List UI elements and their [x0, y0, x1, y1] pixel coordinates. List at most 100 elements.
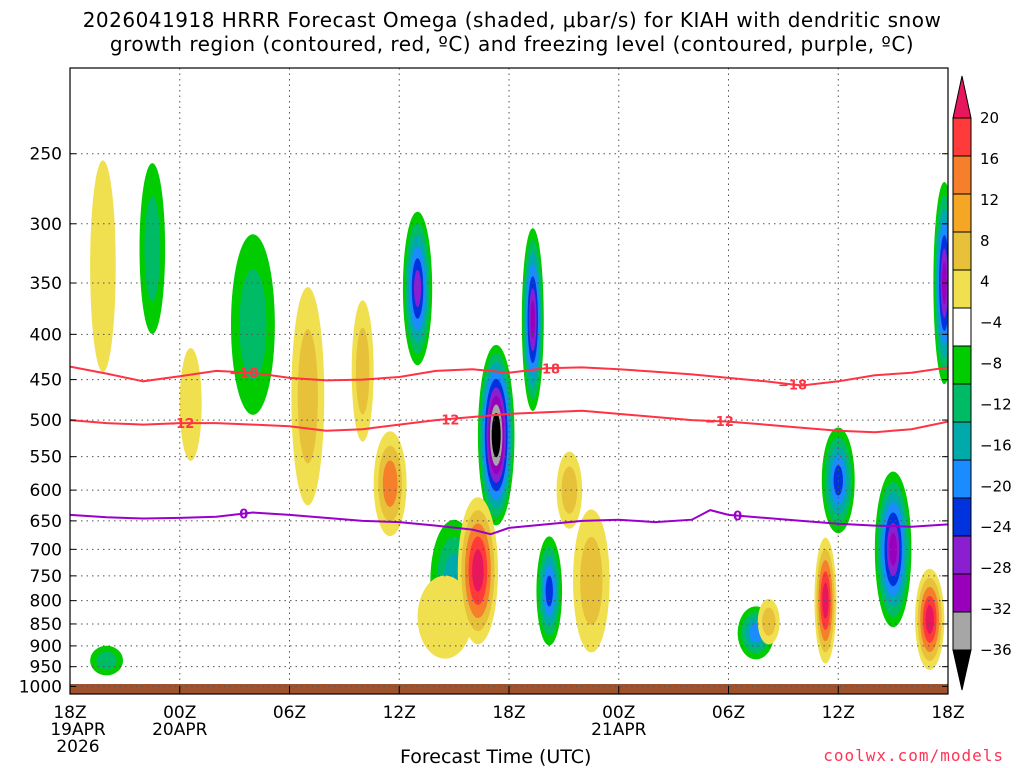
colorbar-label: −4: [980, 314, 1002, 332]
omega-feature-descent: [351, 300, 374, 442]
colorbar-max-triangle: [952, 75, 972, 119]
omega-feature-descent: [915, 568, 945, 671]
y-tick-label: 700: [30, 540, 62, 560]
omega-feature-descent: [814, 537, 837, 664]
colorbar-label: −32: [980, 600, 1012, 618]
colorbar-label: −12: [980, 395, 1012, 413]
contour-label: −12: [705, 415, 734, 430]
omega-band: [417, 575, 473, 659]
omega-shaded-field: [90, 160, 948, 676]
omega-feature-ascent: [874, 471, 912, 628]
colorbar-swatch: [952, 421, 972, 461]
omega-band: [545, 575, 553, 607]
y-tick-label: 650: [30, 512, 62, 532]
omega-band: [382, 460, 398, 507]
contour-label: 0: [733, 510, 742, 525]
colorbar-label: −24: [980, 518, 1012, 536]
omega-band: [355, 327, 370, 415]
omega-feature-descent: [417, 575, 473, 659]
omega-band: [90, 160, 116, 373]
omega-band: [833, 465, 843, 496]
y-tick-label: 550: [30, 448, 62, 468]
omega-feature-descent: [556, 451, 583, 529]
colorbar-swatch: [952, 117, 972, 157]
colorbar-min-triangle: [952, 649, 972, 691]
y-tick-label: 950: [30, 658, 62, 678]
omega-band: [925, 604, 934, 634]
colorbar-label: 8: [980, 232, 990, 250]
y-tick-label: 400: [30, 325, 62, 345]
y-tick-label: 750: [30, 567, 62, 587]
omega-band: [144, 196, 161, 302]
omega-feature-ascent: [230, 234, 275, 415]
colorbar-label: 20: [980, 109, 999, 127]
contour-line: [70, 365, 948, 387]
x-tick-label: 06Z: [712, 703, 745, 723]
y-tick-label: 450: [30, 371, 62, 391]
omega-feature-ascent: [90, 645, 124, 676]
y-tick-label: 500: [30, 411, 62, 431]
colorbar-swatch: [952, 307, 972, 347]
colorbar-label: 16: [980, 150, 999, 168]
omega-band: [822, 582, 829, 619]
x-tick-label: 18Z: [931, 703, 964, 723]
omega-band: [889, 532, 897, 566]
contour-label: −18: [229, 366, 258, 381]
omega-feature-ascent: [402, 211, 433, 366]
colorbar-label: −16: [980, 436, 1012, 454]
omega-band: [561, 466, 578, 514]
temperature-contours: −18 −18 −18 −12 −12 −12 0 0: [70, 362, 948, 536]
colorbar-label: 12: [980, 191, 999, 209]
omega-feature-descent: [373, 431, 407, 537]
colorbar-swatch: [952, 459, 972, 499]
colorbar-label: −36: [980, 641, 1012, 659]
omega-feature-descent: [457, 497, 499, 645]
colorbar-label: 4: [980, 273, 990, 291]
omega-band: [297, 329, 318, 464]
y-tick-label: 800: [30, 592, 62, 612]
x-tick-label: 00Z: [163, 703, 196, 723]
contour-line: [70, 409, 948, 434]
omega-band: [239, 269, 267, 381]
omega-feature-ascent: [477, 344, 515, 526]
contour-label: −18: [778, 378, 807, 393]
omega-feature-ascent: [536, 536, 563, 646]
x-tick-label: 00Z: [602, 703, 635, 723]
omega-feature-descent: [291, 287, 325, 506]
x-tick-label: 19APR: [50, 720, 106, 740]
colorbar-swatch: [952, 497, 972, 537]
y-tick-label: 900: [30, 637, 62, 657]
colorbar-swatch: [952, 231, 972, 271]
contour-label: 0: [239, 508, 248, 523]
omega-band: [493, 421, 499, 449]
contour-label: −18: [531, 362, 560, 377]
x-tick-label: 12Z: [822, 703, 855, 723]
colorbar-swatch: [952, 573, 972, 613]
colorbar-label: −28: [980, 559, 1012, 577]
omega-band: [413, 269, 422, 308]
colorbar-label: −20: [980, 477, 1012, 495]
contour-label: −12: [430, 413, 459, 428]
omega-feature-ascent: [521, 228, 544, 412]
site-credit: coolwx.com/models: [823, 746, 1004, 765]
colorbar-swatch: [952, 611, 972, 651]
omega-band: [179, 347, 202, 461]
colorbar: 20 16 12 8 4 −4 −8 −12 −16 −20 −24 −28 −32 −36: [952, 75, 1012, 691]
x-tick-label: 18Z: [53, 703, 86, 723]
y-tick-label: 250: [30, 145, 62, 165]
colorbar-swatch: [952, 535, 972, 575]
omega-feature-descent: [573, 509, 610, 653]
x-tick-label: 06Z: [273, 703, 306, 723]
gridlines: [69, 68, 949, 694]
y-tick-label: 850: [30, 615, 62, 635]
x-tick-label: 20APR: [152, 720, 208, 740]
colorbar-label: −8: [980, 355, 1002, 373]
x-tick-label: 18Z: [492, 703, 525, 723]
colorbar-swatch: [952, 193, 972, 233]
colorbar-swatch: [952, 269, 972, 309]
contour-label: −12: [165, 417, 194, 432]
omega-band: [761, 607, 776, 636]
x-tick-label: 12Z: [383, 703, 416, 723]
omega-feature-descent: [179, 347, 202, 461]
